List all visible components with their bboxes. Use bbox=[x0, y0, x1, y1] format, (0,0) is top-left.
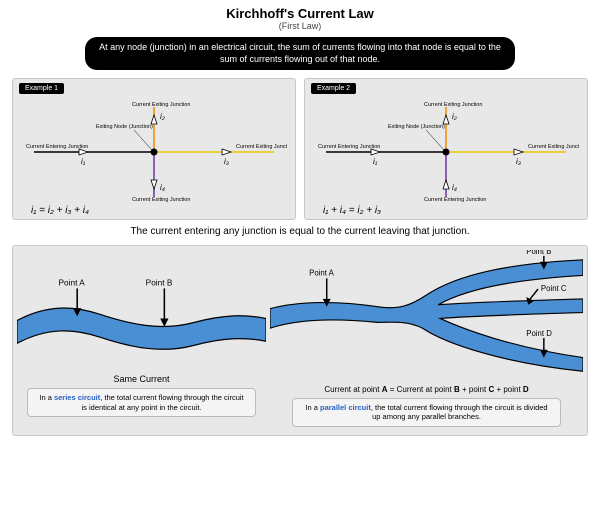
series-highlight: series circuit bbox=[54, 393, 100, 402]
example-1-equation: i₁ = i₂ + i₃ + i₄ bbox=[31, 205, 287, 216]
law-definition-box: At any node (junction) in an electrical … bbox=[85, 37, 515, 70]
series-flow-svg: Point A Point B bbox=[17, 250, 266, 375]
svg-text:Current Exiting Junction: Current Exiting Junction bbox=[424, 102, 482, 108]
examples-row: Example 1 i₁ i₃ i₂ i₄ bbox=[12, 78, 588, 220]
parallel-column: Point A Point B Point C Point D Current … bbox=[270, 250, 583, 427]
svg-text:i₁: i₁ bbox=[81, 157, 86, 166]
example-1-panel: Example 1 i₁ i₃ i₂ i₄ bbox=[12, 78, 296, 220]
svg-text:i₄: i₄ bbox=[160, 183, 165, 192]
page-title: Kirchhoff's Current Law bbox=[12, 6, 588, 21]
svg-text:i₄: i₄ bbox=[452, 183, 457, 192]
parallel-flow-svg: Point A Point B Point C Point D bbox=[270, 250, 583, 377]
svg-text:Point B: Point B bbox=[146, 278, 173, 288]
svg-text:Exiting Node (Junction): Exiting Node (Junction) bbox=[388, 124, 445, 130]
svg-text:Point B: Point B bbox=[526, 250, 551, 256]
svg-text:i₃: i₃ bbox=[224, 157, 229, 166]
parallel-highlight: parallel circuit bbox=[320, 403, 371, 412]
svg-text:i₁: i₁ bbox=[373, 157, 378, 166]
svg-text:Point D: Point D bbox=[526, 329, 552, 338]
svg-text:i₂: i₂ bbox=[452, 112, 457, 121]
svg-text:i₂: i₂ bbox=[160, 112, 165, 121]
parallel-equation: Current at point A = Current at point B … bbox=[270, 385, 583, 394]
example-2-panel: Example 2 i₁ i₃ i₂ i₄ Current Entering J… bbox=[304, 78, 588, 220]
example-2-badge: Example 2 bbox=[311, 83, 356, 94]
svg-text:Point A: Point A bbox=[309, 269, 335, 278]
same-current-label: Same Current bbox=[17, 374, 266, 384]
svg-text:Point C: Point C bbox=[541, 284, 567, 293]
parallel-info-box: In a parallel circuit, the total current… bbox=[292, 398, 561, 428]
svg-text:Current Exiting Junction: Current Exiting Junction bbox=[236, 144, 287, 150]
svg-text:Exiting Node (Junction): Exiting Node (Junction) bbox=[96, 124, 153, 130]
svg-text:Current Entering Junction: Current Entering Junction bbox=[318, 144, 380, 150]
example-2-equation: i₁ + i₄ = i₂ + i₃ bbox=[323, 205, 579, 216]
series-column: Point A Point B Same Current In a series… bbox=[17, 250, 266, 427]
kirchhoff-diagram: Kirchhoff's Current Law (First Law) At a… bbox=[0, 0, 600, 442]
svg-text:Current Entering Junction: Current Entering Junction bbox=[424, 197, 486, 202]
series-info-box: In a series circuit, the total current f… bbox=[27, 388, 256, 418]
page-subtitle: (First Law) bbox=[12, 21, 588, 31]
svg-text:Current Exiting Junction: Current Exiting Junction bbox=[132, 197, 190, 202]
svg-text:Current Exiting Junction: Current Exiting Junction bbox=[528, 144, 579, 150]
flow-panel: Point A Point B Same Current In a series… bbox=[12, 245, 588, 436]
middle-statement: The current entering any junction is equ… bbox=[12, 226, 588, 237]
example-2-svg: i₁ i₃ i₂ i₄ Current Entering Junction Cu… bbox=[313, 102, 579, 202]
svg-text:Current Entering Junction: Current Entering Junction bbox=[26, 144, 88, 150]
svg-text:Current Exiting Junction: Current Exiting Junction bbox=[132, 102, 190, 108]
example-1-badge: Example 1 bbox=[19, 83, 64, 94]
svg-text:Point A: Point A bbox=[59, 278, 86, 288]
svg-text:i₃: i₃ bbox=[516, 157, 521, 166]
example-1-svg: i₁ i₃ i₂ i₄ Current Entering Junction Cu… bbox=[21, 102, 287, 202]
